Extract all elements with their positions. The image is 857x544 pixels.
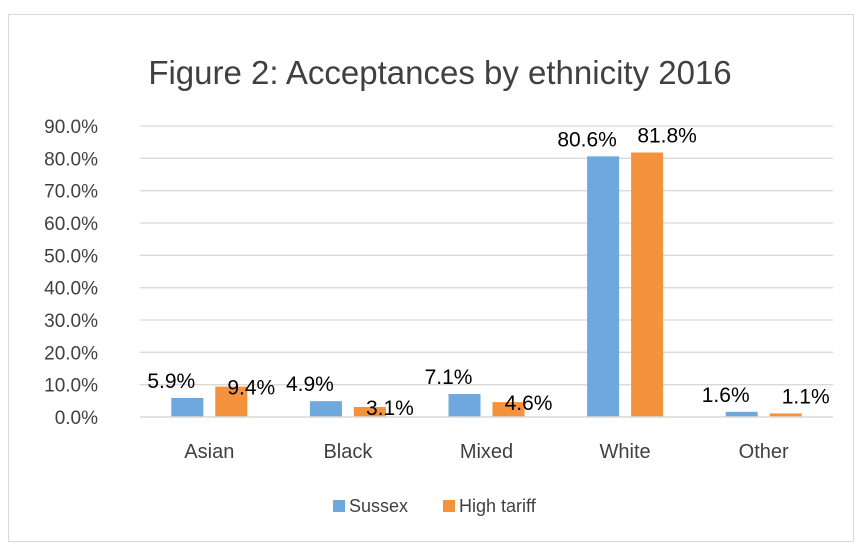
x-tick-label: Black bbox=[323, 441, 373, 463]
bar-sussex bbox=[448, 394, 481, 417]
gridlines bbox=[140, 125, 833, 386]
bar-high-tariff bbox=[769, 413, 802, 417]
bar-sussex bbox=[309, 401, 342, 417]
data-label: 1.1% bbox=[782, 385, 830, 408]
y-tick-label: 0.0% bbox=[55, 408, 98, 429]
y-tick-label: 40.0% bbox=[44, 279, 98, 300]
x-tick-label: Mixed bbox=[460, 441, 513, 463]
bar-sussex bbox=[171, 397, 204, 417]
y-tick-label: 20.0% bbox=[44, 343, 98, 364]
y-tick-label: 60.0% bbox=[44, 214, 98, 235]
y-tick-label: 90.0% bbox=[44, 117, 98, 138]
bar-high-tariff bbox=[631, 152, 664, 417]
bars: 5.9% 9.4% 4.9% 3.1% 7.1% 4.6% 80.6% 81.8% 1.6% 1.… bbox=[147, 125, 829, 420]
legend: Sussex High tariff bbox=[333, 496, 537, 516]
legend-swatch-high-tariff bbox=[443, 500, 455, 512]
y-tick-label: 80.0% bbox=[44, 149, 98, 170]
chart-frame bbox=[8, 14, 854, 542]
bar-sussex bbox=[725, 411, 758, 417]
x-tick-label: White bbox=[600, 441, 651, 463]
x-tick-label: Other bbox=[739, 441, 789, 463]
y-axis: 0.0% 10.0% 20.0% 30.0% 40.0% 50.0% 60.0% 70.0% 8… bbox=[44, 117, 98, 429]
bar-high-tariff bbox=[215, 386, 248, 417]
y-tick-label: 10.0% bbox=[44, 376, 98, 397]
data-label: 80.6% bbox=[557, 128, 617, 151]
y-tick-label: 70.0% bbox=[44, 182, 98, 203]
data-label: 81.8% bbox=[637, 125, 697, 148]
data-label: 7.1% bbox=[425, 366, 473, 389]
data-label: 4.9% bbox=[286, 373, 334, 396]
data-label: 5.9% bbox=[147, 370, 195, 393]
data-label: 3.1% bbox=[366, 397, 414, 420]
legend-label-sussex: Sussex bbox=[349, 496, 408, 516]
chart-title: Figure 2: Acceptances by ethnicity 2016 bbox=[148, 54, 731, 91]
legend-swatch-sussex bbox=[333, 500, 345, 512]
bar-sussex bbox=[587, 156, 620, 418]
bar-high-tariff bbox=[353, 406, 386, 417]
legend-label-high-tariff: High tariff bbox=[459, 496, 537, 516]
y-tick-label: 30.0% bbox=[44, 311, 98, 332]
data-label: 4.6% bbox=[505, 392, 553, 415]
data-label: 9.4% bbox=[227, 377, 275, 400]
x-tick-label: Asian bbox=[184, 441, 234, 463]
data-label: 1.6% bbox=[702, 384, 750, 407]
bar-high-tariff bbox=[492, 402, 525, 417]
x-axis: Asian Black Mixed White Other bbox=[140, 416, 833, 463]
y-tick-label: 50.0% bbox=[44, 246, 98, 267]
